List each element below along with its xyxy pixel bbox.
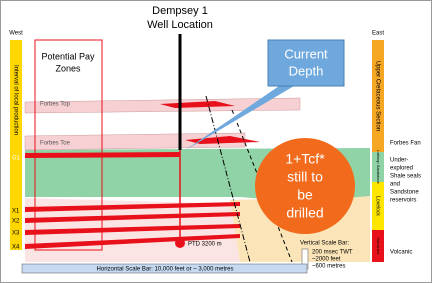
forbes-top-band: [24, 97, 301, 114]
well-label: Well Location: [147, 19, 213, 31]
vertical-scale-title: Vertical Scale Bar:: [300, 241, 349, 247]
note: reservoirs: [390, 198, 416, 204]
note: Sandstone: [390, 190, 419, 196]
right-bar-section: [372, 152, 384, 182]
pay-zones-title: Zones: [55, 63, 81, 73]
pay-zones-title: Potential Pay: [41, 51, 95, 61]
right-bar-section: [372, 230, 384, 262]
right-bar-label: Volcanics: [376, 238, 381, 255]
right-bar-section: [372, 182, 384, 230]
x4-sand: [25, 234, 240, 249]
resource-text: still to: [287, 169, 323, 185]
horizon-label: Forbes Top: [40, 102, 71, 108]
td-marker: [175, 238, 185, 248]
x3-sand: [25, 224, 240, 235]
note: Shale seals: [390, 174, 421, 180]
resource-text: drilled: [286, 205, 323, 221]
callout-text: Current: [284, 46, 328, 61]
zone-label: X3: [12, 231, 20, 237]
x2-sand: [25, 212, 240, 223]
zone-label: X4: [12, 245, 20, 251]
west-label: West: [9, 31, 23, 37]
fault: [231, 109, 293, 263]
right-bar-label: Lathrop Sandstone: [376, 150, 381, 185]
note: Volcanic: [390, 250, 412, 256]
vertical-scale-text: 200 msec TWT: [312, 250, 353, 256]
resource-bubble: [255, 138, 355, 234]
zone-label: X1: [12, 209, 20, 215]
note: Forbes Fan: [390, 141, 421, 147]
vertical-scale-text: ~2000 feet: [312, 257, 341, 263]
left-bar: [10, 40, 22, 250]
east-label: East: [372, 31, 384, 37]
forbes-toe-band: [24, 132, 246, 151]
x1-sand: [25, 202, 240, 212]
left-bar-label: Interval of local production: [12, 65, 18, 135]
well-name: Dempsey 1: [152, 5, 208, 17]
right-bar-label: Lovelock: [375, 196, 381, 216]
callout-box: [267, 39, 345, 87]
horizon-label: Forbes Toe: [40, 141, 71, 147]
horizontal-scale-text: Horizontal Scale Bar: 10,000 feet or ~ 3…: [97, 267, 234, 273]
zone-label: X2: [12, 219, 20, 225]
callout-text: Depth: [289, 63, 324, 78]
resource-text: be: [297, 187, 313, 203]
note: Under-: [390, 158, 408, 164]
fault: [205, 95, 251, 263]
note: explored: [390, 166, 413, 172]
vertical-scale-text: ~600 metres: [312, 264, 346, 270]
td-label: PTD 3200 m: [188, 242, 222, 248]
horizon-label: G1: [12, 156, 21, 162]
sand-lens: [185, 136, 260, 144]
callout-pointer: [184, 84, 294, 151]
pay-zones-box: [34, 39, 103, 251]
horizontal-scale-bar: [21, 263, 308, 274]
note: and: [390, 182, 400, 188]
right-bar-section: [372, 40, 384, 152]
right-bar-label: Upper Cretaceous Section: [374, 61, 380, 131]
resource-text: 1+Tcf*: [285, 151, 325, 167]
